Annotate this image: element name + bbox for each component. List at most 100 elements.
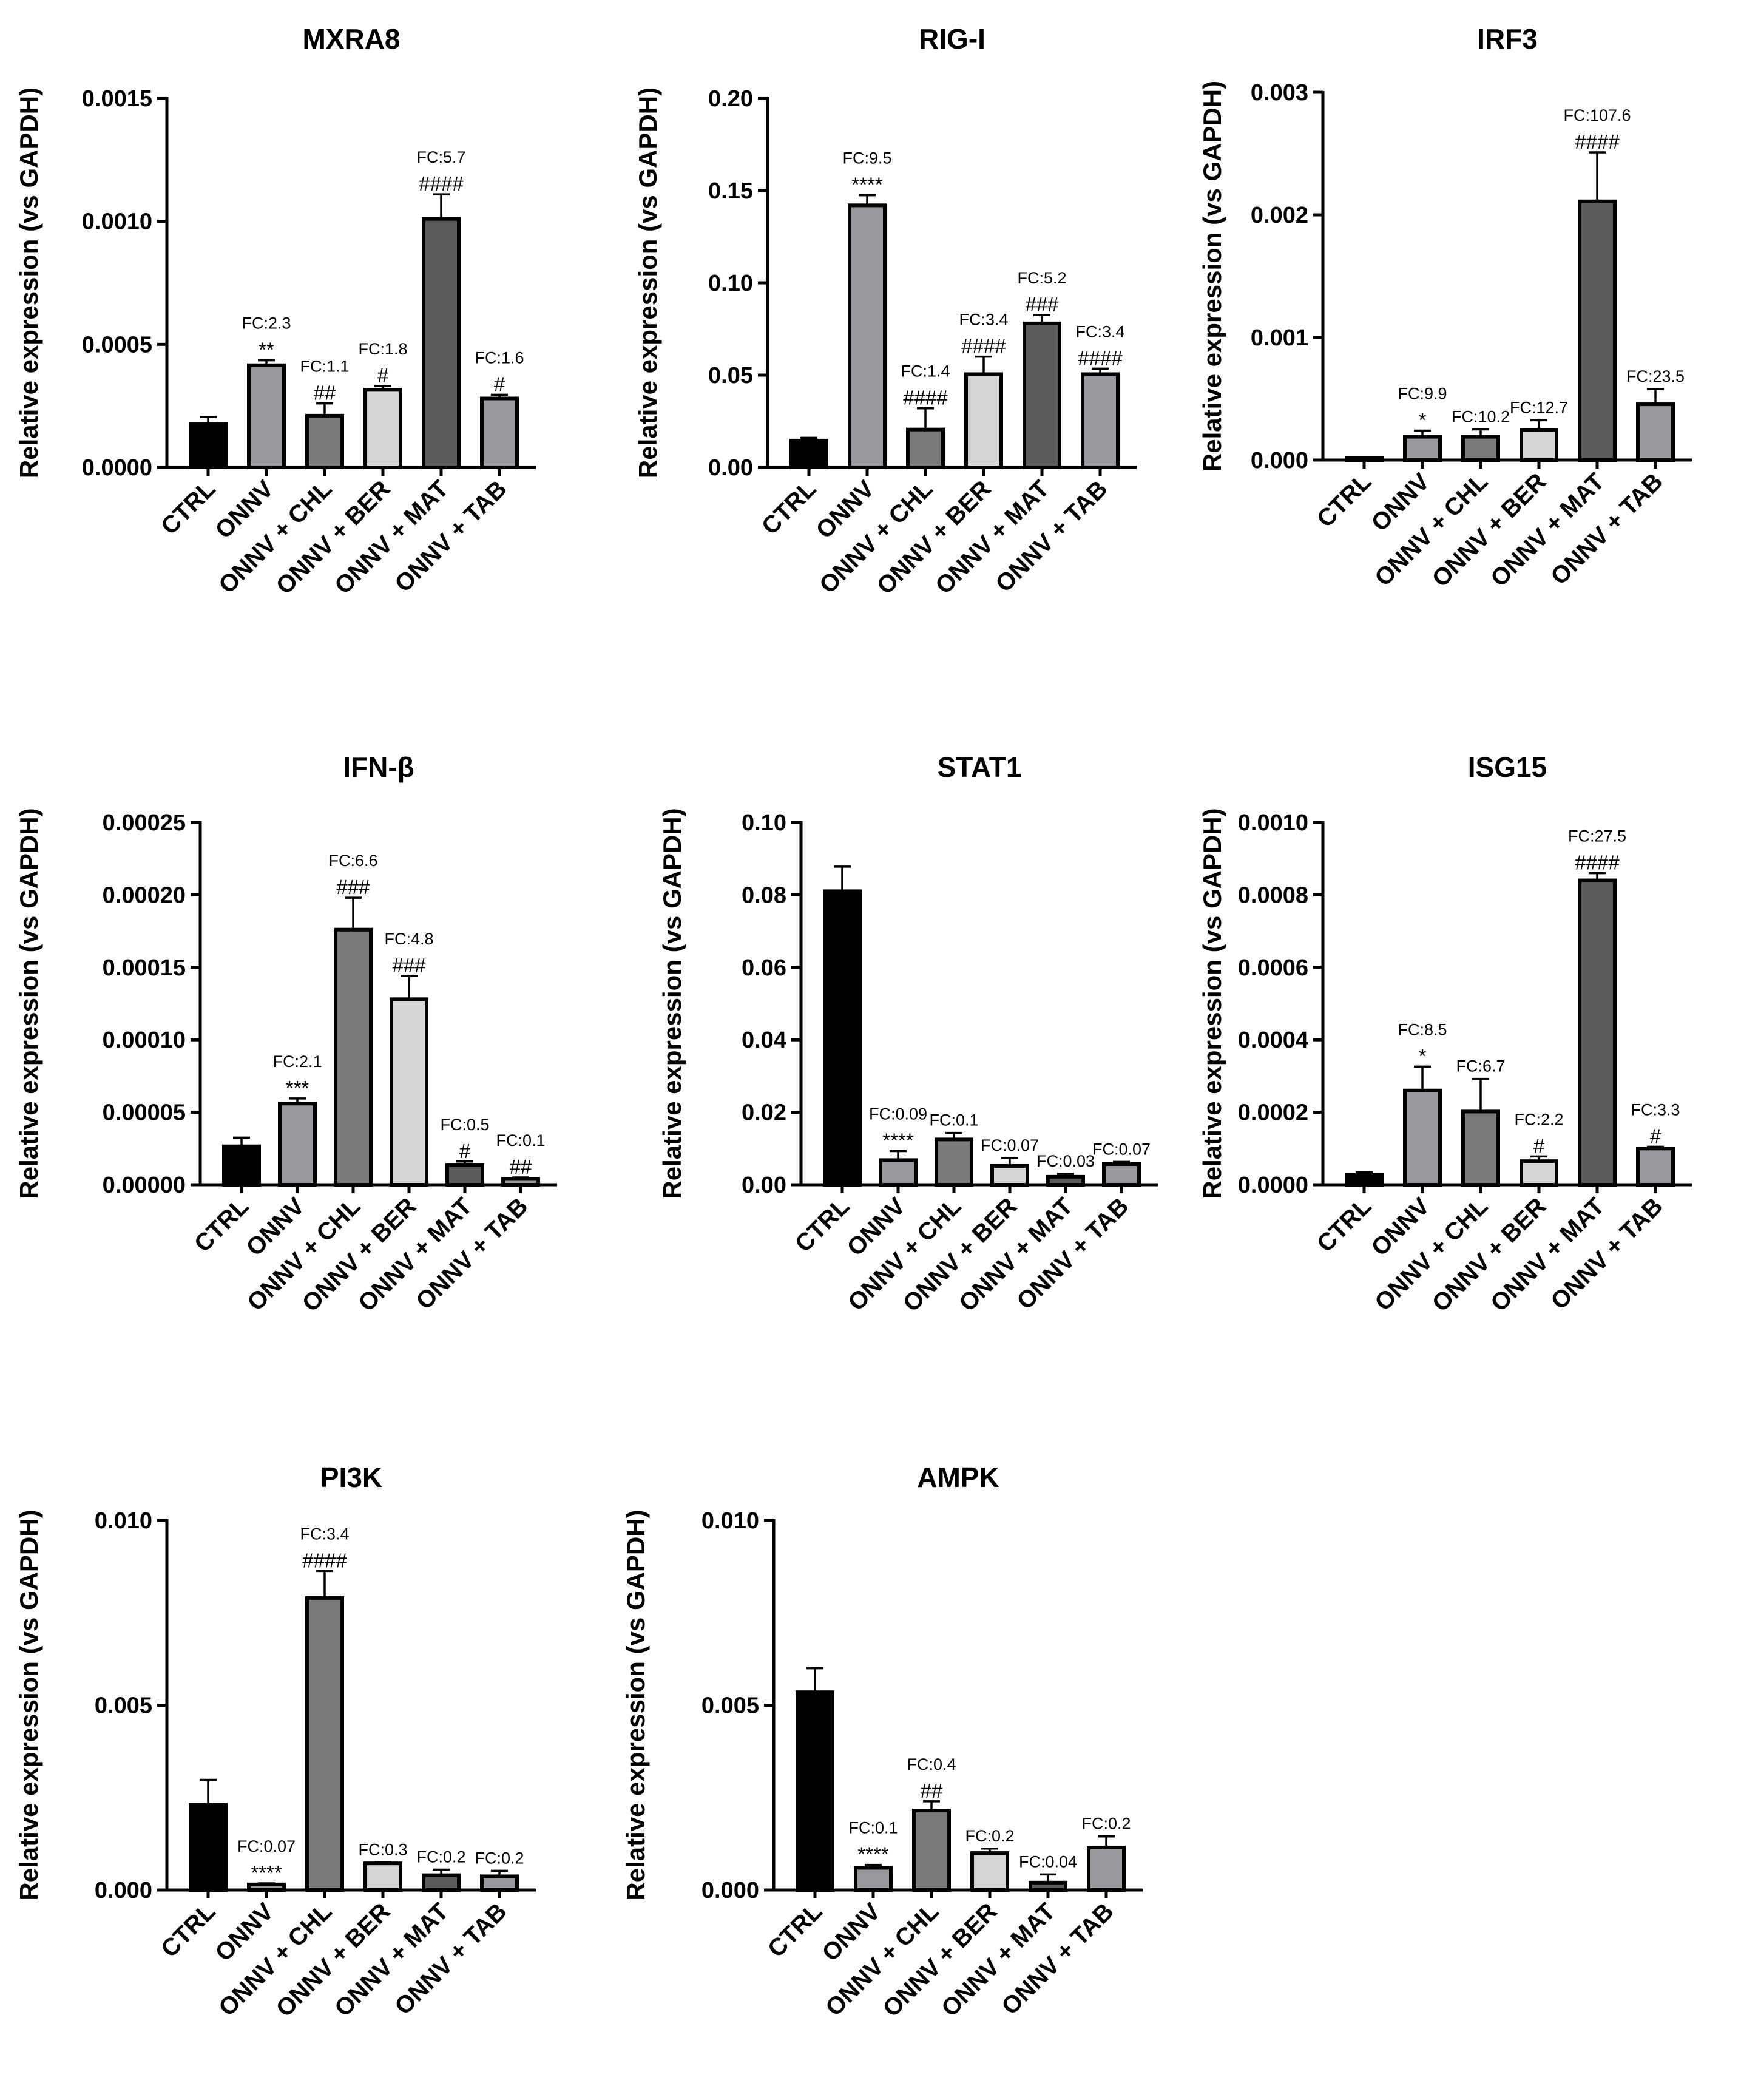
significance-label: *** — [286, 1077, 309, 1099]
significance-label: ** — [259, 339, 274, 361]
chart-title: PI3K — [320, 1462, 382, 1493]
y-tick-label: 0.000 — [1251, 448, 1308, 473]
chart-pi3k: PI3K Relative expression (vs GAPDH) 0.000 0… — [15, 1462, 536, 2022]
significance-label: * — [1419, 1045, 1427, 1067]
y-tick-label: 0.15 — [708, 178, 753, 204]
y-tick-label: 0.005 — [95, 1693, 152, 1719]
fold-change-label: FC:9.5 — [842, 149, 891, 168]
x-tick-label: CTRL — [156, 1898, 221, 1963]
fold-change-label: FC:1.1 — [300, 357, 349, 376]
y-tick-label: 0.05 — [708, 363, 753, 388]
y-tick-label: 0.000 — [95, 1878, 152, 1903]
fold-change-label: FC:0.1 — [929, 1111, 978, 1130]
fold-change-label: FC:27.5 — [1568, 827, 1626, 845]
y-axis-label: Relative expression (vs GAPDH) — [658, 808, 686, 1199]
bar-onnv-mat — [445, 1163, 484, 1187]
chart-title: MXRA8 — [302, 23, 400, 55]
bar-onnv-chl — [912, 1809, 951, 1892]
bar-onnv — [1403, 1088, 1442, 1187]
bar-onnv-chl — [935, 1137, 973, 1187]
chart-irf3: IRF3 Relative expression (vs GAPDH) 0.000 0… — [1198, 23, 1692, 592]
chart-title: AMPK — [917, 1462, 999, 1493]
bar-onnv — [879, 1158, 918, 1187]
fold-change-label: FC:0.1 — [496, 1131, 545, 1150]
y-tick-label: 0.0010 — [82, 209, 152, 235]
y-axis-label: Relative expression (vs GAPDH) — [1198, 81, 1226, 472]
fold-change-label: FC:3.4 — [300, 1525, 349, 1543]
chart-stat1: STAT1 Relative expression (vs GAPDH) 0.00 0… — [658, 751, 1158, 1317]
bar-onnv-tab — [480, 396, 519, 469]
y-tick-label: 0.0002 — [1238, 1100, 1308, 1126]
bar-ctrl — [1345, 455, 1384, 462]
significance-label: **** — [251, 1861, 282, 1884]
chart-title: STAT1 — [938, 751, 1022, 783]
significance-label: ### — [392, 954, 426, 977]
fold-change-label: FC:3.4 — [959, 311, 1008, 329]
chart-title: RIG-I — [919, 23, 985, 55]
y-axis-label: Relative expression (vs GAPDH) — [1198, 808, 1226, 1199]
bar-onnv-tab — [1102, 1162, 1141, 1187]
bar-onnv-mat — [422, 217, 461, 469]
y-tick-label: 0.0005 — [82, 332, 152, 357]
x-tick-label: CTRL — [763, 1898, 828, 1963]
bar-onnv-ber — [1520, 428, 1558, 462]
bar-ctrl — [189, 422, 228, 469]
bar-onnv-ber — [363, 388, 402, 470]
fold-change-label: FC:2.2 — [1514, 1110, 1563, 1128]
significance-label: **** — [882, 1129, 914, 1151]
fold-change-label: FC:2.3 — [242, 314, 291, 333]
significance-label: ## — [510, 1156, 532, 1178]
y-axis-label: Relative expression (vs GAPDH) — [15, 808, 43, 1199]
bar-ctrl — [1345, 1173, 1384, 1187]
chart-mxra8: MXRA8 Relative expression (vs GAPDH) 0.000… — [15, 23, 536, 600]
fold-change-label: FC:10.2 — [1452, 408, 1510, 426]
fold-change-label: FC:0.1 — [848, 1819, 898, 1837]
bar-onnv-chl — [1461, 1109, 1500, 1187]
bar-onnv-chl — [1461, 435, 1500, 462]
fold-change-label: FC:12.7 — [1510, 398, 1568, 416]
y-tick-label: 0.00000 — [103, 1173, 186, 1198]
y-tick-label: 0.001 — [1251, 325, 1308, 351]
y-tick-label: 0.00 — [742, 1173, 786, 1198]
significance-label: #### — [419, 172, 464, 195]
bar-onnv — [278, 1102, 317, 1187]
significance-label: # — [494, 373, 505, 395]
bar-onnv-mat — [1578, 199, 1617, 462]
bar-onnv-ber — [964, 372, 1003, 469]
fold-change-label: FC:0.07 — [1092, 1140, 1151, 1158]
x-tick-label: CTRL — [1312, 1193, 1377, 1258]
bar-onnv-chl — [334, 927, 373, 1187]
bar-ctrl — [789, 438, 828, 469]
significance-label: #### — [903, 387, 948, 409]
bar-onnv-tab — [1081, 372, 1120, 469]
fold-change-label: FC:0.5 — [440, 1116, 489, 1134]
y-tick-label: 0.00020 — [103, 882, 186, 908]
bar-ctrl — [796, 1690, 834, 1892]
fold-change-label: FC:23.5 — [1626, 367, 1685, 385]
y-tick-label: 0.00025 — [103, 810, 186, 836]
y-tick-label: 0.04 — [742, 1028, 786, 1053]
significance-label: ## — [314, 382, 336, 404]
y-axis-label: Relative expression (vs GAPDH) — [15, 1509, 43, 1900]
bar-onnv-tab — [1087, 1845, 1126, 1892]
x-tick-label: CTRL — [790, 1193, 855, 1258]
y-tick-label: 0.010 — [701, 1508, 759, 1534]
y-tick-label: 0.06 — [742, 955, 786, 981]
y-axis-label: Relative expression (vs GAPDH) — [621, 1509, 650, 1900]
significance-label: ## — [921, 1780, 943, 1802]
bar-onnv-mat — [1023, 321, 1061, 469]
bar-onnv-ber — [990, 1163, 1029, 1187]
chart-rig-i: RIG-I Relative expression (vs GAPDH) 0.00 0… — [634, 23, 1137, 600]
fold-change-label: FC:0.07 — [237, 1837, 296, 1855]
y-tick-label: 0.00010 — [103, 1028, 186, 1053]
y-tick-label: 0.0004 — [1238, 1028, 1308, 1053]
bar-onnv-ber — [970, 1851, 1009, 1892]
bar-ctrl — [823, 889, 862, 1187]
chart-title: IRF3 — [1477, 23, 1538, 55]
y-tick-label: 0.0015 — [82, 86, 152, 112]
fold-change-label: FC:0.03 — [1036, 1152, 1095, 1170]
y-tick-label: 0.003 — [1251, 80, 1308, 106]
significance-label: #### — [1575, 130, 1620, 153]
fold-change-label: FC:3.3 — [1631, 1100, 1680, 1119]
y-tick-label: 0.0006 — [1238, 955, 1308, 981]
